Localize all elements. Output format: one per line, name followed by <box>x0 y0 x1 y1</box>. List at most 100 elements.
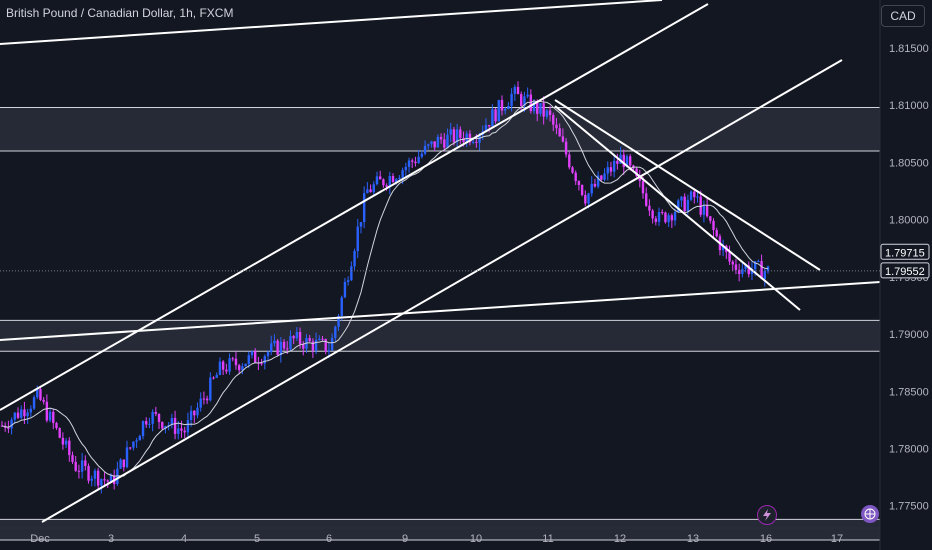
candle-31 <box>100 478 103 494</box>
candle-20 <box>64 438 68 449</box>
candle-41 <box>132 441 135 451</box>
candle-22 <box>71 451 74 465</box>
candle-207 <box>664 211 667 224</box>
candle-164 <box>526 87 529 99</box>
candle-25 <box>80 453 84 479</box>
candle-26 <box>84 455 87 471</box>
candle-156 <box>500 95 504 116</box>
candle-8 <box>26 408 29 424</box>
candle-159 <box>510 88 513 112</box>
candle-30 <box>96 467 100 491</box>
moving-average-line <box>1 100 769 477</box>
candle-12 <box>39 386 42 402</box>
candle-185 <box>593 178 597 188</box>
candle-40 <box>129 447 132 450</box>
lightning-icon[interactable] <box>757 505 777 525</box>
candle-85 <box>273 334 276 347</box>
candle-110 <box>353 248 356 270</box>
time-tick-3: 5 <box>254 533 260 545</box>
candle-28 <box>90 475 93 487</box>
candle-170 <box>545 108 549 120</box>
candle-180 <box>577 180 581 191</box>
candle-230 <box>737 263 741 282</box>
candle-116 <box>372 181 375 195</box>
trendline-4 <box>554 99 821 271</box>
svg-text:1.79715: 1.79715 <box>885 247 925 259</box>
candle-146 <box>468 130 472 146</box>
candle-57 <box>183 426 186 438</box>
candle-221 <box>709 216 712 224</box>
candle-202 <box>648 199 651 216</box>
candle-151 <box>484 118 488 133</box>
candle-136 <box>436 134 440 148</box>
candle-15 <box>48 408 52 423</box>
candle-119 <box>382 178 385 188</box>
globe-icon[interactable] <box>861 505 879 523</box>
candle-62 <box>199 392 202 412</box>
candle-204 <box>654 215 658 226</box>
candle-45 <box>145 417 148 428</box>
candle-210 <box>673 208 677 226</box>
candle-143 <box>459 126 462 145</box>
candle-100 <box>321 335 324 341</box>
candle-225 <box>721 239 725 257</box>
time-tick-1: 3 <box>108 533 114 545</box>
candle-60 <box>193 410 196 424</box>
trendline-1 <box>0 3 709 411</box>
price-tick-1: 1.81000 <box>889 100 929 112</box>
candle-19 <box>61 432 65 450</box>
candle-161 <box>516 81 520 95</box>
time-tick-10: 16 <box>760 533 772 545</box>
candle-135 <box>433 141 436 152</box>
moving-average-layer <box>1 100 769 477</box>
candle-86 <box>276 339 279 357</box>
candle-99 <box>318 335 321 341</box>
candle-169 <box>542 96 545 125</box>
candle-88 <box>282 338 286 352</box>
candle-176 <box>564 138 568 158</box>
time-tick-8: 12 <box>614 533 626 545</box>
trendline-2 <box>41 59 843 523</box>
candle-39 <box>125 440 129 469</box>
candle-46 <box>148 417 151 429</box>
candle-72 <box>231 356 234 362</box>
candle-231 <box>741 262 744 278</box>
candle-179 <box>574 170 577 185</box>
candle-44 <box>141 420 145 440</box>
time-tick-6: 10 <box>470 533 482 545</box>
candle-238 <box>763 268 766 287</box>
candle-54 <box>173 410 177 440</box>
candle-173 <box>555 117 558 135</box>
time-tick-11: 17 <box>831 533 843 545</box>
price-tick-8: 1.77500 <box>889 501 929 513</box>
candle-139 <box>446 128 449 149</box>
candle-181 <box>580 184 584 197</box>
zone-0 <box>0 107 880 152</box>
candle-24 <box>77 464 81 479</box>
candle-175 <box>561 128 565 143</box>
last-price-label: 1.79715 <box>880 243 930 260</box>
candle-90 <box>289 330 292 352</box>
candle-220 <box>705 198 709 218</box>
currency-button[interactable]: CAD <box>881 5 925 27</box>
candle-37 <box>119 458 122 469</box>
candle-51 <box>164 425 167 434</box>
candle-18 <box>58 427 61 439</box>
candle-130 <box>417 149 420 164</box>
candle-104 <box>334 325 337 342</box>
candle-188 <box>603 168 606 182</box>
candle-228 <box>731 260 734 272</box>
candle-165 <box>529 89 533 114</box>
candle-191 <box>612 153 616 178</box>
candle-65 <box>209 372 212 402</box>
candle-218 <box>699 190 702 217</box>
trendlines-layer <box>0 0 881 523</box>
candle-215 <box>689 190 693 202</box>
time-tick-2: 4 <box>181 533 187 545</box>
candle-141 <box>452 126 456 146</box>
candle-199 <box>638 169 641 188</box>
candle-96 <box>308 335 311 342</box>
candle-87 <box>279 337 283 363</box>
